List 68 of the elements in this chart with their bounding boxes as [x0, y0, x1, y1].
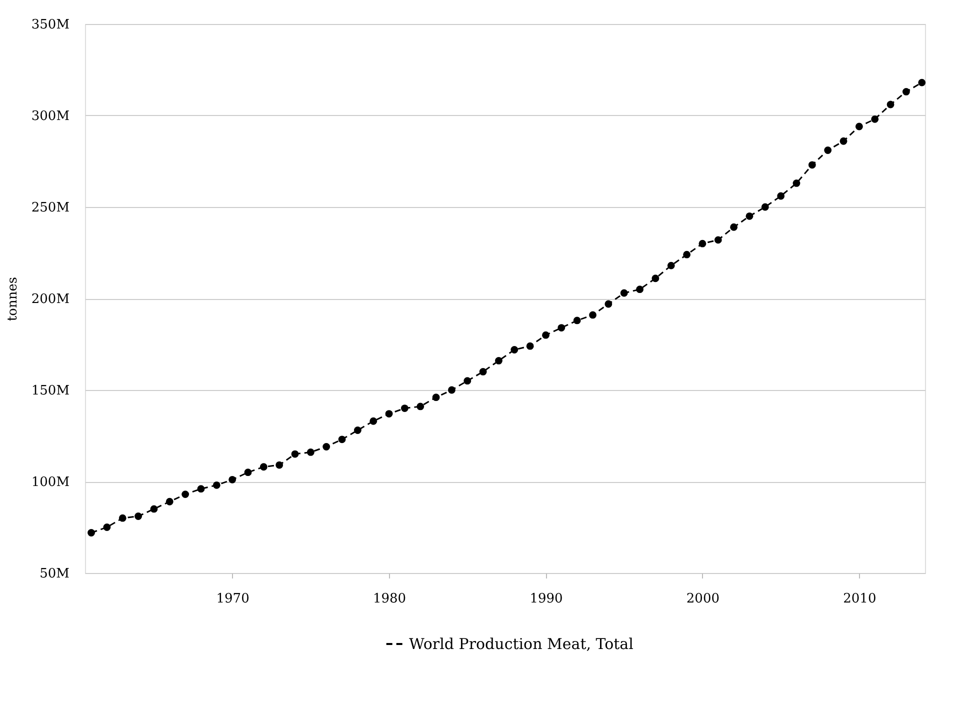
point	[746, 212, 754, 220]
y-tick-label: 100M	[31, 475, 70, 490]
point	[166, 498, 174, 506]
point	[683, 250, 690, 258]
y-tick-label: 150M	[31, 384, 70, 398]
point	[730, 223, 738, 231]
point	[354, 426, 362, 434]
x-tick-label: 1990	[530, 592, 563, 606]
point	[558, 324, 566, 332]
point	[526, 342, 534, 350]
x-tick-label: 1980	[372, 592, 406, 606]
point	[370, 417, 378, 425]
point	[448, 386, 456, 394]
point	[871, 115, 879, 123]
point	[792, 180, 800, 187]
point	[698, 240, 706, 248]
point	[636, 286, 644, 294]
point	[244, 468, 252, 476]
point	[855, 122, 863, 130]
point	[306, 448, 314, 456]
y-tick-label: 50M	[40, 566, 70, 582]
legend-label: World Production Meat, Total	[409, 635, 634, 653]
point	[620, 289, 628, 297]
point	[542, 331, 550, 339]
point	[134, 512, 142, 520]
point	[714, 236, 722, 244]
point	[479, 368, 487, 376]
point	[385, 410, 393, 418]
point	[400, 404, 408, 412]
x-tick-label: 2010	[843, 592, 876, 606]
point	[840, 137, 848, 145]
y-axis-title: tonnes	[5, 276, 20, 322]
point	[228, 476, 236, 484]
point	[338, 436, 346, 444]
point	[777, 192, 785, 200]
point	[118, 514, 126, 522]
point	[604, 300, 612, 308]
point	[291, 450, 299, 458]
point	[322, 443, 330, 450]
point	[808, 161, 816, 169]
point	[495, 357, 502, 364]
point	[276, 461, 284, 469]
point	[464, 377, 472, 385]
y-tick-label: 250M	[31, 200, 70, 216]
point	[182, 490, 190, 498]
point	[510, 346, 518, 354]
point	[652, 274, 660, 282]
x-tick-label: 2000	[686, 592, 720, 606]
point	[886, 100, 894, 108]
y-tick-label: 350M	[31, 18, 70, 32]
point	[573, 316, 581, 324]
y-tick-label: 200M	[31, 292, 70, 307]
point	[589, 311, 596, 319]
point	[103, 524, 111, 531]
point	[197, 485, 205, 493]
point	[667, 262, 675, 270]
point	[212, 481, 220, 489]
point	[150, 505, 158, 513]
point	[416, 402, 424, 410]
point	[260, 463, 268, 471]
point	[88, 529, 95, 536]
point	[432, 394, 440, 402]
point	[918, 78, 926, 86]
point	[824, 146, 832, 154]
y-tick-label: 300M	[31, 109, 70, 124]
point	[761, 203, 769, 211]
point	[902, 88, 910, 96]
x-tick-label: 1970	[216, 592, 250, 606]
